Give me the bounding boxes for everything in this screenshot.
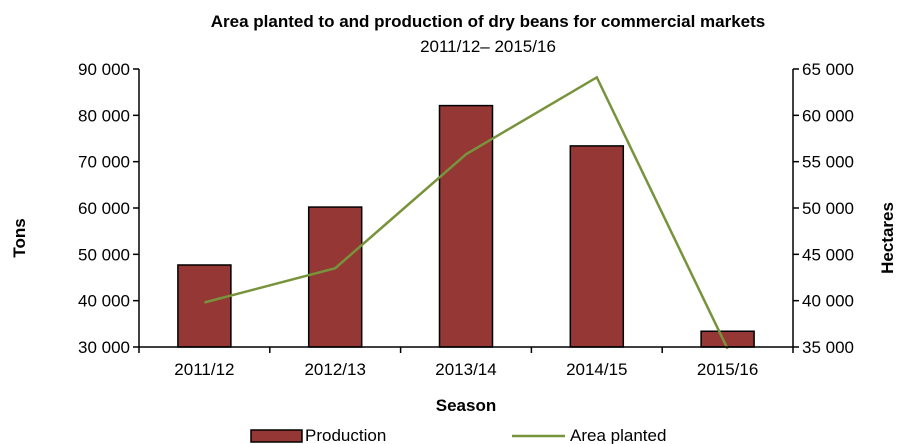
- left-tick-label: 90 000: [78, 60, 130, 79]
- x-tick-label: 2014/15: [566, 360, 627, 379]
- right-axis-ticks: 35 000 40 000 45 000 50 000 55 000 60 000 65 0…: [793, 60, 854, 357]
- x-tick-label: 2012/13: [304, 360, 365, 379]
- chart-title: Area planted to and production of dry be…: [211, 12, 766, 31]
- x-tick-label: 2013/14: [435, 360, 496, 379]
- y2-axis-title: Hectares: [878, 202, 897, 274]
- left-tick-label: 30 000: [78, 338, 130, 357]
- legend: Production Area planted: [250, 426, 666, 444]
- right-tick-label: 40 000: [802, 292, 854, 311]
- chart-subtitle: 2011/12– 2015/16: [420, 37, 556, 56]
- right-tick-label: 55 000: [802, 153, 854, 172]
- left-tick-label: 60 000: [78, 199, 130, 218]
- x-tick-label: 2011/12: [174, 360, 234, 379]
- x-axis-ticks: 2011/12 2012/13 2013/14 2014/15 2015/16: [138, 347, 794, 379]
- line-series-area-planted: [204, 75, 729, 350]
- legend-label-area-planted: Area planted: [570, 426, 666, 444]
- y-axis-title: Tons: [10, 218, 29, 257]
- legend-label-production: Production: [305, 426, 386, 444]
- right-tick-label: 35 000: [802, 338, 854, 357]
- legend-swatch-production: [250, 429, 303, 443]
- left-tick-label: 70 000: [78, 153, 130, 172]
- left-tick-label: 50 000: [78, 245, 130, 264]
- bar-2011-12: [177, 264, 232, 348]
- x-tick-label: 2015/16: [697, 360, 758, 379]
- bar-2013-14: [438, 104, 494, 348]
- bar-2012-13: [307, 206, 363, 348]
- right-tick-label: 60 000: [802, 106, 854, 125]
- left-tick-label: 80 000: [78, 106, 130, 125]
- left-axis-ticks: 30 000 40 000 50 000 60 000 70 000 80 000 90 0…: [78, 60, 139, 357]
- right-tick-label: 50 000: [802, 199, 854, 218]
- right-tick-label: 65 000: [802, 60, 854, 79]
- bar-series-production: [177, 104, 755, 348]
- bar-2014-15: [569, 145, 625, 348]
- right-tick-label: 45 000: [802, 245, 854, 264]
- bar-2015-16: [700, 330, 755, 348]
- left-tick-label: 40 000: [78, 292, 130, 311]
- x-axis-title: Season: [436, 396, 496, 415]
